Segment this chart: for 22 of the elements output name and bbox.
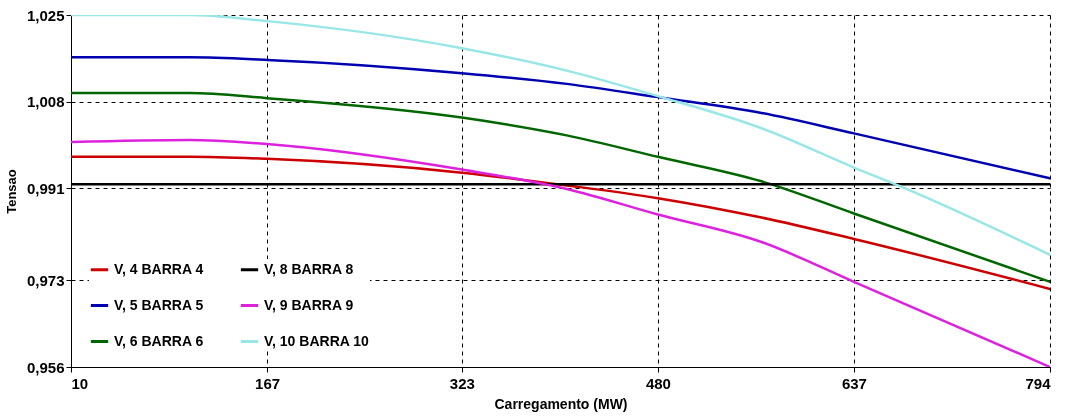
line-series [71,155,1050,291]
x-tick-label: 637 [841,374,867,392]
y-tick-label: 0,973 [26,271,65,289]
legend-label: V, 6 BARRA 6 [114,332,204,349]
legend-label: V, 8 BARRA 8 [264,260,354,277]
x-tick-label: 167 [255,374,281,392]
x-axis-title: Carregamento (MW) [494,395,628,412]
x-tick-label: 480 [645,374,671,392]
y-tick-label: 0,991 [26,179,65,197]
y-axis-title: Tensao [3,169,19,214]
x-tick-label: 794 [1025,374,1052,392]
y-tick-label: 1,025 [26,6,65,24]
legend-label: V, 5 BARRA 5 [114,296,204,313]
line-series [71,91,1050,284]
y-tick-label: 1,008 [26,93,65,111]
legend-label: V, 9 BARRA 9 [264,296,354,313]
x-tick-label: 323 [449,374,475,392]
line-series [71,56,1050,180]
legend-label: V, 10 BARRA 10 [264,332,369,349]
legend-label: V, 4 BARRA 4 [114,260,204,277]
x-tick-label: 10 [71,374,89,392]
y-tick-label: 0,956 [26,358,65,376]
